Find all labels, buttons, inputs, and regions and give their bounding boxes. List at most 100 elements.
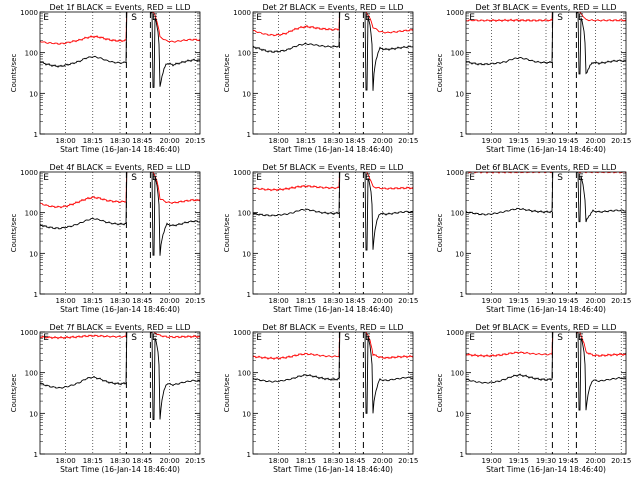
- x-tick-label: 18:45: [132, 297, 152, 305]
- x-tick-label: 18:00: [56, 137, 76, 145]
- y-tick-label: 10: [29, 250, 38, 258]
- chart-title: Det 5f BLACK = Events, RED = LLD: [262, 163, 403, 172]
- marker-label: E: [152, 13, 158, 23]
- x-axis-label: Start Time (16-Jan-14 18:46:40): [60, 305, 180, 314]
- x-tick-label: 20:00: [373, 297, 393, 305]
- x-tick-label: 19:30: [536, 297, 556, 305]
- x-tick-label: 18:00: [269, 137, 289, 145]
- chart-title: Det 2f BLACK = Events, RED = LLD: [262, 3, 403, 12]
- x-axis-label: Start Time (16-Jan-14 18:46:40): [486, 465, 606, 474]
- x-axis-label: Start Time (16-Jan-14 18:46:40): [60, 145, 180, 154]
- y-tick-label: 1000: [20, 169, 38, 177]
- y-tick-label: 1: [34, 131, 38, 139]
- y-tick-label: 10: [455, 90, 464, 98]
- x-tick-label: 19:30: [536, 457, 556, 465]
- chart-panel-4: Det 4f BLACK = Events, RED = LLD 18:00 18:…: [10, 163, 205, 314]
- y-axis-label: Counts/sec: [223, 214, 231, 253]
- y-tick-label: 10: [242, 90, 251, 98]
- x-tick-label: 20:00: [586, 457, 606, 465]
- y-tick-label: 1: [247, 131, 251, 139]
- marker-label: E: [152, 333, 158, 343]
- marker-label: S: [557, 173, 563, 183]
- marker-label: E: [469, 333, 475, 343]
- x-tick-label: 18:45: [345, 137, 365, 145]
- plot-frame: [252, 331, 414, 455]
- chart-title: Det 6f BLACK = Events, RED = LLD: [475, 163, 616, 172]
- y-tick-label: 1000: [446, 329, 464, 337]
- y-axis-label: Counts/sec: [436, 374, 444, 413]
- series-line-lld: [466, 12, 626, 23]
- marker-label: E: [578, 13, 584, 23]
- marker-label: E: [43, 333, 49, 343]
- x-tick-label: 19:00: [482, 457, 502, 465]
- y-axis-label: Counts/sec: [223, 54, 231, 93]
- marker-label: E: [256, 13, 262, 23]
- x-tick-label: 18:00: [56, 457, 76, 465]
- chart-panel-8: Det 8f BLACK = Events, RED = LLD 18:00 18:…: [223, 323, 418, 474]
- series-line-lld: [253, 172, 413, 192]
- chart-panel-7: Det 7f BLACK = Events, RED = LLD 18:00 18:…: [10, 323, 205, 474]
- series-line-events: [253, 172, 413, 251]
- y-tick-label: 10: [455, 410, 464, 418]
- plot-frame: [39, 11, 201, 135]
- x-tick-label: 19:15: [509, 297, 529, 305]
- chart-title: Det 4f BLACK = Events, RED = LLD: [49, 163, 190, 172]
- y-tick-label: 100: [238, 50, 251, 58]
- plot-frame: [39, 331, 201, 455]
- x-tick-label: 19:45: [558, 137, 578, 145]
- y-tick-label: 1: [34, 451, 38, 459]
- chart-panel-6: Det 6f BLACK = Events, RED = LLD 19:00 19:…: [436, 163, 631, 314]
- y-tick-label: 100: [25, 50, 38, 58]
- y-tick-label: 1000: [446, 169, 464, 177]
- y-tick-label: 10: [242, 250, 251, 258]
- y-tick-label: 100: [451, 210, 464, 218]
- chart-title: Det 1f BLACK = Events, RED = LLD: [49, 3, 190, 12]
- series-line-events: [253, 12, 413, 91]
- x-tick-label: 20:15: [611, 297, 631, 305]
- x-tick-label: 20:15: [185, 137, 205, 145]
- y-tick-label: 1: [460, 131, 464, 139]
- x-tick-label: 18:00: [269, 297, 289, 305]
- series-line-events: [40, 12, 200, 88]
- x-tick-label: 18:30: [323, 457, 343, 465]
- x-tick-label: 18:15: [83, 137, 103, 145]
- series-line-lld: [253, 332, 413, 361]
- marker-label: S: [131, 173, 137, 183]
- x-tick-label: 20:15: [185, 297, 205, 305]
- marker-label: E: [365, 13, 371, 23]
- x-tick-label: 20:00: [160, 297, 180, 305]
- y-axis-label: Counts/sec: [436, 54, 444, 93]
- x-tick-label: 19:15: [509, 457, 529, 465]
- marker-label: S: [344, 333, 350, 343]
- y-tick-label: 1000: [233, 329, 251, 337]
- x-tick-label: 18:45: [345, 457, 365, 465]
- x-tick-label: 18:00: [269, 457, 289, 465]
- y-tick-label: 100: [451, 370, 464, 378]
- series-line-events: [40, 332, 200, 421]
- marker-label: E: [256, 333, 262, 343]
- y-tick-label: 100: [238, 370, 251, 378]
- series-line-lld: [40, 172, 200, 209]
- y-axis-label: Counts/sec: [10, 214, 18, 253]
- x-axis-label: Start Time (16-Jan-14 18:46:40): [486, 145, 606, 154]
- marker-label: E: [578, 333, 584, 343]
- x-tick-label: 20:15: [611, 457, 631, 465]
- y-tick-label: 1: [460, 451, 464, 459]
- y-tick-label: 1000: [233, 9, 251, 17]
- y-tick-label: 100: [451, 50, 464, 58]
- x-tick-label: 18:00: [56, 297, 76, 305]
- marker-label: E: [43, 13, 49, 23]
- plot-frame: [39, 171, 201, 295]
- chart-title: Det 7f BLACK = Events, RED = LLD: [49, 323, 190, 332]
- chart-title: Det 3f BLACK = Events, RED = LLD: [475, 3, 616, 12]
- chart-panel-2: Det 2f BLACK = Events, RED = LLD 18:00 18:…: [223, 3, 418, 154]
- chart-panel-3: Det 3f BLACK = Events, RED = LLD 19:00 19:…: [436, 3, 631, 154]
- x-tick-label: 18:30: [323, 297, 343, 305]
- y-tick-label: 10: [242, 410, 251, 418]
- x-tick-label: 19:45: [558, 457, 578, 465]
- marker-label: S: [131, 13, 137, 23]
- x-tick-label: 20:15: [185, 457, 205, 465]
- marker-label: E: [469, 13, 475, 23]
- y-tick-label: 100: [25, 370, 38, 378]
- plot-frame: [252, 11, 414, 135]
